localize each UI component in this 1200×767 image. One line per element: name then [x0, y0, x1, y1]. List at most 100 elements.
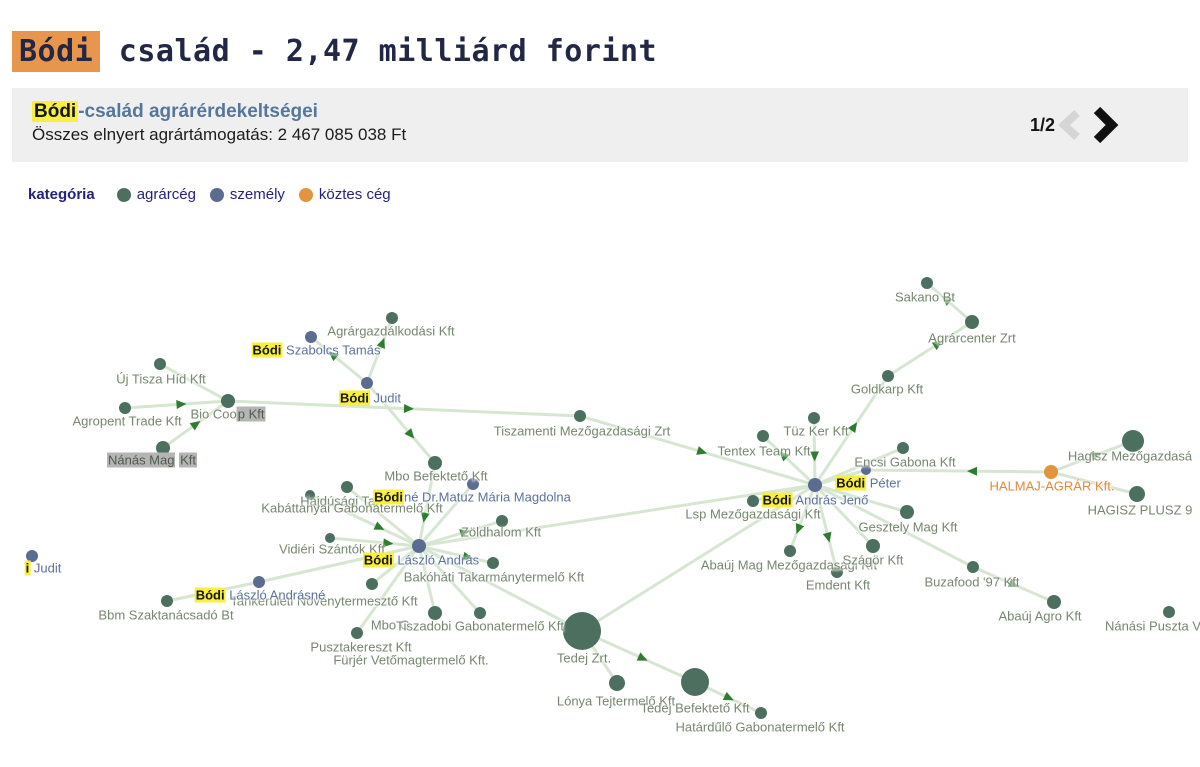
legend-item-koztes-ceg[interactable]: köztes cég: [298, 186, 391, 203]
node-sakano[interactable]: [921, 277, 933, 289]
node-tiszamenti[interactable]: [574, 410, 586, 422]
node-mbobef[interactable]: [428, 456, 442, 470]
node-tedejzrt[interactable]: [563, 612, 601, 650]
edge-p_laszloandrasne-bbm: [165, 580, 261, 603]
node-p_laszloandras[interactable]: [412, 539, 426, 553]
node-bakohati[interactable]: [487, 557, 499, 569]
node-kabattanyai[interactable]: [305, 490, 315, 500]
arrowhead-icon: [967, 466, 978, 476]
edge-p_judit-mbobef: [365, 381, 437, 465]
edge-p_andrasjeno-buzafood: [813, 483, 975, 569]
edge-p_laszloandras-tedejzrt: [417, 544, 584, 633]
node-goldkarp[interactable]: [882, 370, 894, 382]
legend-item-label: agrárcég: [136, 186, 196, 203]
node-p_bodine[interactable]: [467, 478, 479, 490]
node-lsp[interactable]: [747, 495, 759, 507]
node-ujtisza[interactable]: [154, 358, 166, 370]
arrowhead-icon: [404, 428, 415, 439]
node-encsi[interactable]: [897, 442, 909, 454]
node-hagiszmezo[interactable]: [1122, 430, 1144, 452]
family-name-rest: -család agrárérdekeltségei: [78, 101, 318, 122]
legend-item-szemely[interactable]: személy: [209, 186, 285, 203]
legend: kategória agrárcég személy köztes cég: [28, 186, 405, 203]
graph-edge-arrows: [176, 295, 1102, 701]
edge-p_laszloandras-tankeruleti: [370, 544, 421, 586]
node-zoldhalom[interactable]: [496, 515, 508, 527]
node-bbm[interactable]: [161, 595, 173, 607]
node-hajdusagi[interactable]: [341, 481, 353, 493]
arrowhead-icon: [403, 404, 414, 413]
node-tiszadobi[interactable]: [474, 607, 486, 619]
node-p_andrasjeno[interactable]: [808, 478, 822, 492]
arrowhead-icon: [941, 295, 953, 306]
node-agropent[interactable]: [119, 402, 131, 414]
edge-kabattanyai-p_laszloandras: [308, 493, 421, 548]
arrowhead-icon: [176, 400, 187, 409]
edge-p_andrasjeno-szagor: [813, 483, 875, 548]
arrowhead-icon: [189, 420, 201, 431]
graph-nodes: [26, 277, 1175, 719]
arrowhead-icon: [459, 529, 471, 538]
node-pusztakereszt[interactable]: [351, 627, 363, 639]
node-p_judit[interactable]: [361, 377, 373, 389]
node-buzafood[interactable]: [967, 561, 979, 573]
edge-vidieri-p_laszloandras: [328, 536, 421, 548]
arrowhead-icon: [373, 521, 385, 530]
edge-goldkarp-agrarcenter: [886, 320, 974, 378]
arrowhead-icon: [795, 523, 805, 534]
node-tedejbef[interactable]: [681, 668, 709, 696]
pager: 1/2: [1030, 88, 1180, 162]
edge-mbobef-p_laszloandras: [417, 461, 437, 548]
edge-p_laszloandras-p_laszloandrasne: [257, 544, 421, 584]
legend-item-agrarceg[interactable]: agrárcég: [116, 186, 196, 203]
title-highlight: Bódi: [12, 31, 101, 73]
node-lonya[interactable]: [609, 675, 625, 691]
node-szagor[interactable]: [866, 539, 880, 553]
arrowhead-icon: [822, 531, 832, 543]
szemely-dot-icon: [209, 187, 224, 202]
node-hagiszplusz[interactable]: [1129, 486, 1145, 502]
arrowhead-icon: [1090, 452, 1102, 461]
node-vidieri[interactable]: [325, 533, 335, 543]
family-name-highlight: Bódi: [32, 101, 79, 122]
edge-p_andrasjeno-p_laszloandras: [417, 483, 817, 548]
edge-p_judit-p_szabolcs: [309, 335, 369, 385]
node-agrarcenter[interactable]: [965, 315, 979, 329]
node-mboc[interactable]: [428, 606, 442, 620]
edge-p_judit-agrargazd: [365, 316, 394, 385]
chevron-left-icon: [1058, 110, 1080, 140]
edge-p_laszloandras-mboc: [417, 544, 437, 615]
legend-item-label: köztes cég: [318, 186, 391, 203]
page-indicator: 1/2: [1030, 114, 1056, 135]
node-tuzker[interactable]: [808, 412, 820, 424]
node-halmaj[interactable]: [1044, 465, 1058, 479]
node-hatardulo[interactable]: [755, 707, 767, 719]
node-p_ijudit[interactable]: [26, 550, 38, 562]
node-abaujmag[interactable]: [784, 545, 796, 557]
node-tankeruleti[interactable]: [366, 578, 378, 590]
node-p_laszloandrasne[interactable]: [253, 576, 265, 588]
node-emdent[interactable]: [831, 566, 843, 578]
legend-title: kategória: [28, 186, 95, 203]
arrowhead-icon: [382, 538, 394, 548]
node-gesztely[interactable]: [900, 505, 914, 519]
arrowhead-icon: [376, 337, 385, 349]
node-nanasmag[interactable]: [156, 441, 170, 455]
next-page-button[interactable]: [1087, 105, 1121, 145]
node-abaujagro[interactable]: [1047, 595, 1061, 609]
graph-edges: [123, 281, 1139, 715]
legend-item-label: személy: [229, 186, 285, 203]
edge-p_laszloandras-p_bodine: [417, 482, 475, 548]
node-p_peter[interactable]: [861, 465, 871, 475]
node-tentex[interactable]: [757, 430, 769, 442]
edge-p_andrasjeno-emdent: [813, 483, 839, 574]
edge-p_laszloandras-pusztakereszt: [355, 544, 421, 635]
node-nanasipuszta[interactable]: [1163, 606, 1175, 618]
arrowhead-icon: [779, 451, 790, 462]
edge-p_laszloandras-bakohati: [417, 544, 495, 565]
prev-page-button[interactable]: [1055, 107, 1087, 143]
arrowhead-icon: [810, 451, 819, 462]
node-agrargazd[interactable]: [386, 312, 398, 324]
node-biocoop[interactable]: [221, 394, 235, 408]
node-p_szabolcs[interactable]: [305, 331, 317, 343]
